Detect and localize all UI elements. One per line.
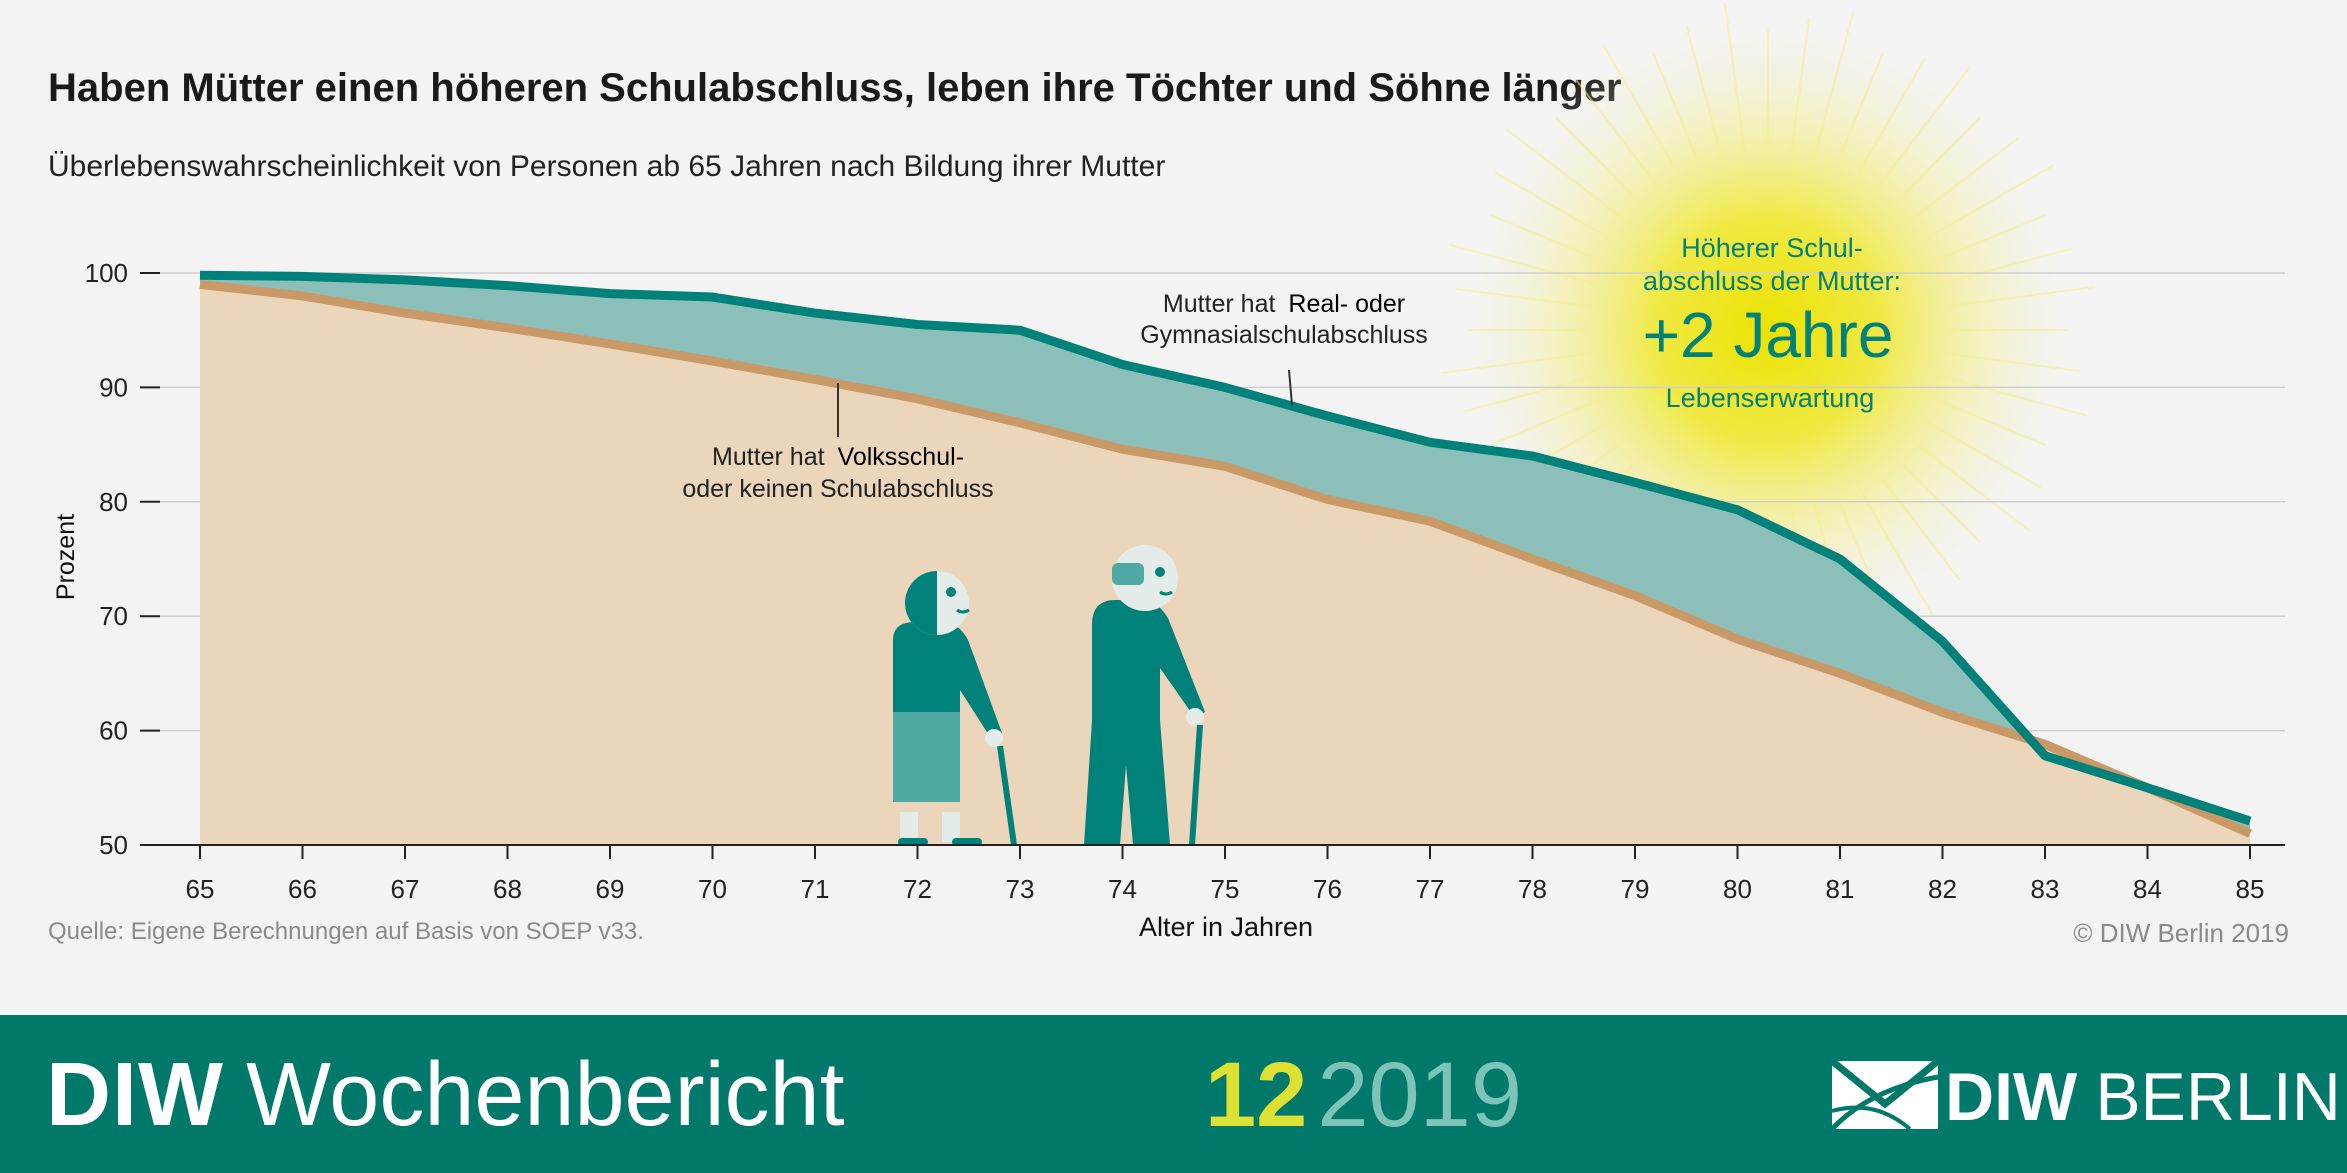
series-label-prefix: Mutter hat bbox=[712, 443, 825, 471]
x-tick-label: 75 bbox=[1211, 874, 1240, 904]
x-tick-label: 80 bbox=[1723, 874, 1752, 904]
logo-diw: DIW bbox=[1945, 1059, 2078, 1135]
series-label-prefix: Mutter hat bbox=[1163, 290, 1276, 318]
series-label-low-education: Mutter hat Volksschul- oder keinen Schul… bbox=[682, 383, 994, 503]
diw-logo-icon bbox=[1830, 1059, 1940, 1131]
annotation-line2: abschluss der Mutter: bbox=[1643, 266, 1901, 296]
life-expectancy-annotation: Höherer Schul- abschluss der Mutter: +2 … bbox=[1643, 233, 1901, 413]
issue-number: 12 2019 bbox=[1205, 1045, 1522, 1145]
x-tick-label: 71 bbox=[801, 874, 830, 904]
x-tick-label: 72 bbox=[903, 874, 932, 904]
footer-bar: DIW Wochenbericht 12 2019 DIW BERLIN bbox=[0, 1015, 2347, 1173]
x-tick-label: 74 bbox=[1108, 874, 1137, 904]
x-tick-label: 85 bbox=[2236, 874, 2265, 904]
x-tick-label: 67 bbox=[391, 874, 420, 904]
chart-subtitle: Überlebenswahrscheinlichkeit von Persone… bbox=[48, 150, 1166, 183]
x-tick-label: 76 bbox=[1313, 874, 1342, 904]
y-tick-label: 50 bbox=[99, 830, 128, 860]
x-axis-label: Alter in Jahren bbox=[1139, 912, 1313, 942]
y-tick-label: 80 bbox=[99, 487, 128, 517]
brand-diw: DIW bbox=[46, 1045, 224, 1145]
annotation-value: +2 Jahre bbox=[1643, 299, 1894, 371]
x-tick-label: 68 bbox=[493, 874, 522, 904]
x-tick-label: 81 bbox=[1826, 874, 1855, 904]
x-tick-label: 70 bbox=[698, 874, 727, 904]
y-tick-label: 60 bbox=[99, 716, 128, 746]
svg-text:Mutter hat Volksschul-: Mutter hat Volksschul- bbox=[712, 443, 964, 471]
x-tick-label: 66 bbox=[288, 874, 317, 904]
elderly-woman-icon bbox=[893, 571, 1017, 846]
series-lines bbox=[199, 270, 2252, 838]
x-tick-label: 69 bbox=[596, 874, 625, 904]
series-label-line2: oder keinen Schulabschluss bbox=[682, 475, 993, 503]
x-tick-label: 65 bbox=[186, 874, 215, 904]
issue-year: 2019 bbox=[1317, 1044, 1523, 1146]
annotation-line3: Lebenserwartung bbox=[1666, 383, 1875, 413]
publication-brand: DIW Wochenbericht bbox=[46, 1045, 845, 1145]
copyright-note: © DIW Berlin 2019 bbox=[2073, 918, 2289, 948]
x-tick-label: 79 bbox=[1621, 874, 1650, 904]
area-low-education bbox=[200, 284, 2250, 845]
logo-city: BERLIN bbox=[2095, 1059, 2341, 1135]
x-tick-label: 78 bbox=[1518, 874, 1547, 904]
chart-title: Haben Mütter einen höheren Schulabschlus… bbox=[48, 66, 1622, 110]
y-tick-label: 90 bbox=[99, 372, 128, 402]
x-tick-label: 77 bbox=[1416, 874, 1445, 904]
x-tick-label: 73 bbox=[1006, 874, 1035, 904]
svg-text:Mutter hat Real- oder: Mutter hat Real- oder bbox=[1163, 290, 1405, 318]
series-label-bold: Real- oder bbox=[1288, 290, 1405, 318]
x-tick-label: 84 bbox=[2133, 874, 2162, 904]
y-tick-label: 100 bbox=[85, 258, 128, 288]
y-tick-label: 70 bbox=[99, 601, 128, 631]
axes: 65 66 67 68 69 70 71 72 73 74 75 76 77 78 79 80 81 82 83 84… bbox=[85, 258, 2285, 904]
elderly-man-icon bbox=[1084, 545, 1205, 846]
y-axis-label: Prozent bbox=[52, 514, 80, 600]
series-label-bold: Volksschul- bbox=[838, 443, 964, 471]
series-label-high-education: Mutter hat Real- oder Gymnasialschulabsc… bbox=[1140, 290, 1428, 406]
elderly-couple-icon bbox=[893, 545, 1205, 846]
series-label-line2: Gymnasialschulabschluss bbox=[1140, 321, 1428, 349]
source-note: Quelle: Eigene Berechnungen auf Basis vo… bbox=[48, 918, 644, 945]
series-areas bbox=[200, 275, 2250, 846]
survival-area-chart: 65 66 67 68 69 70 71 72 73 74 75 76 77 78 79 80 81 82 83 84… bbox=[52, 2, 2285, 942]
logo-text: DIW BERLIN bbox=[1945, 1057, 2341, 1137]
x-tick-label: 82 bbox=[1928, 874, 1957, 904]
issue-num: 12 bbox=[1205, 1044, 1308, 1146]
annotation-line1: Höherer Schul- bbox=[1681, 233, 1863, 263]
brand-name: Wochenbericht bbox=[245, 1045, 845, 1145]
x-tick-label: 83 bbox=[2031, 874, 2060, 904]
